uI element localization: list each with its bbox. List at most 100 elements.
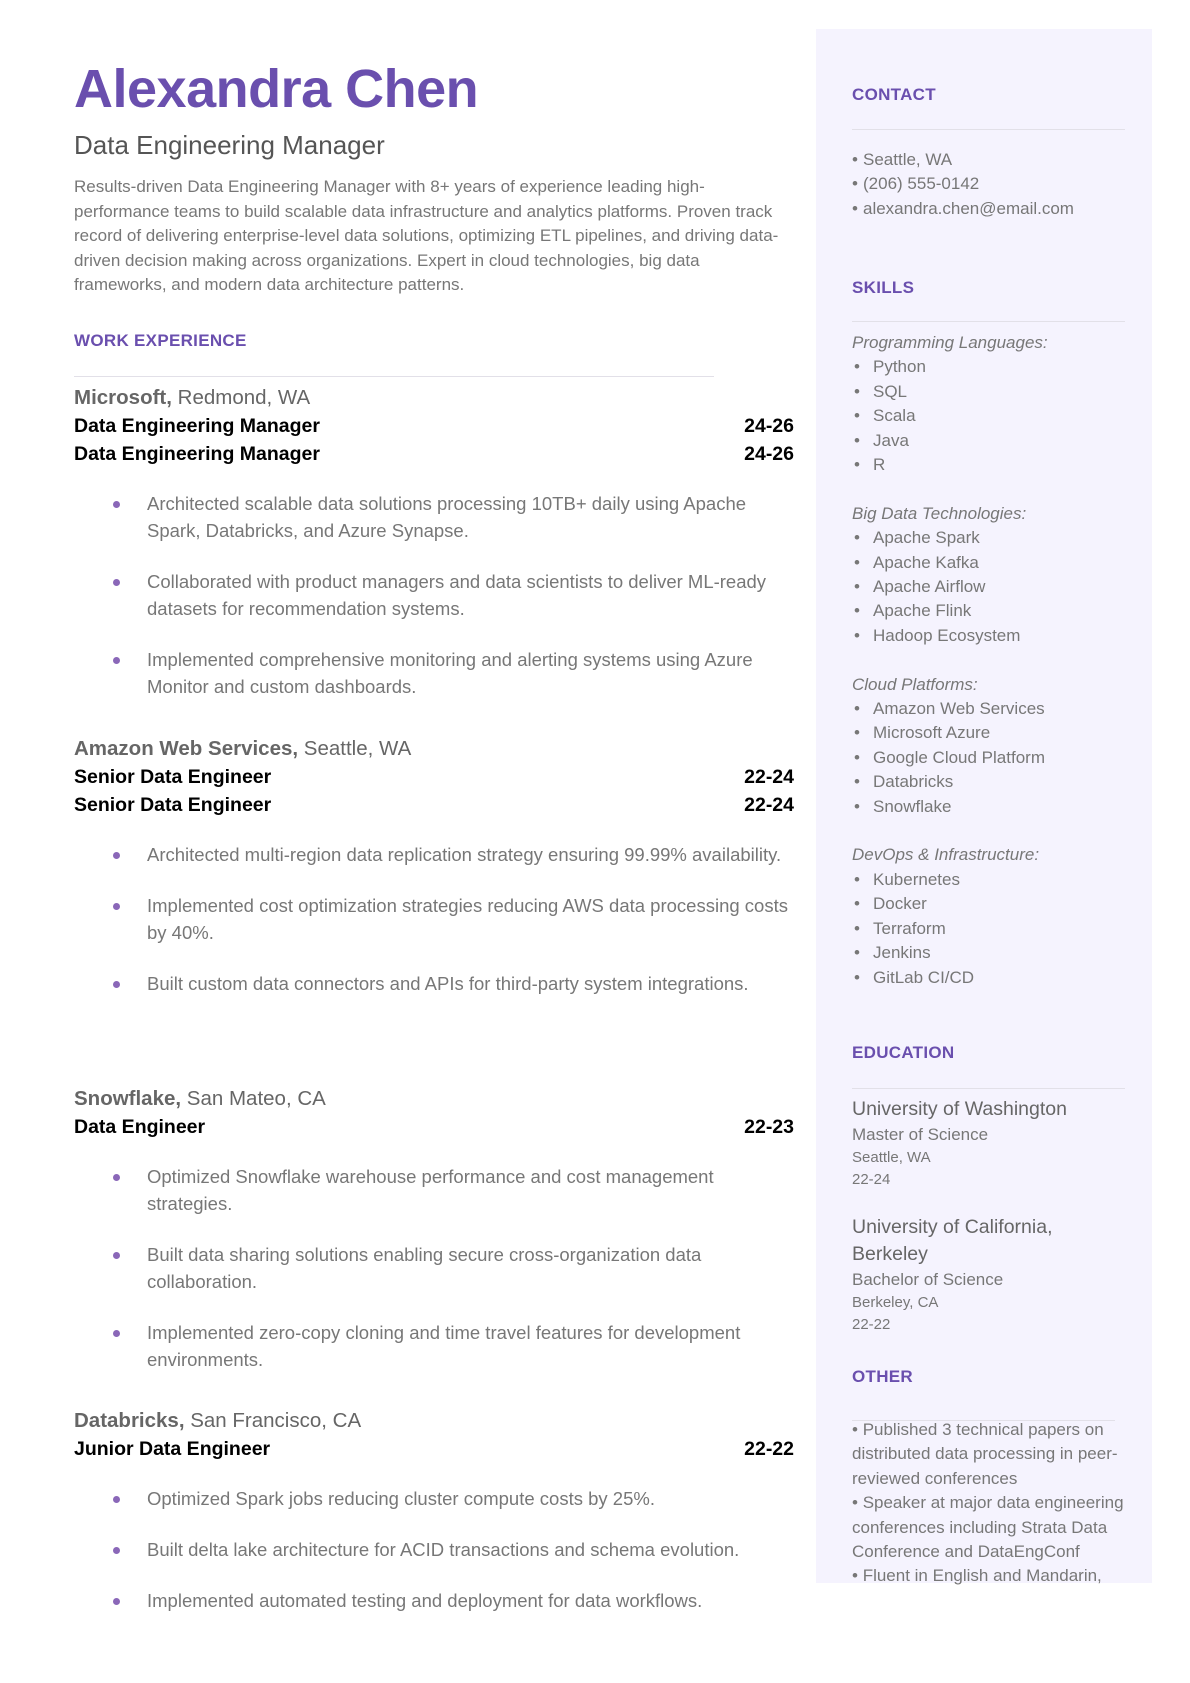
bullet-item: Optimized Snowflake warehouse performanc… — [74, 1163, 794, 1217]
bullet-icon: • — [854, 601, 860, 621]
bullet-item: Architected multi-region data replicatio… — [74, 841, 794, 868]
company-name: Databricks, — [74, 1409, 185, 1432]
education-location: Berkeley, CA — [852, 1294, 939, 1311]
skill-group: Cloud Platforms: • Amazon Web Services • Mic… — [852, 673, 1132, 819]
role-title: Data Engineer — [74, 1116, 206, 1138]
company-location: Seattle, WA — [303, 737, 412, 760]
role-title: Senior Data Engineer — [74, 766, 272, 788]
bullet-item: Architected scalable data solutions proc… — [74, 490, 794, 544]
role-row: Senior Data Engineer 22-24 — [74, 791, 794, 819]
bullet-icon: • — [854, 772, 860, 792]
bullet-icon: • — [854, 869, 860, 889]
skill-text: Python — [873, 357, 926, 377]
job-entry: Microsoft, Redmond, WA Data Engineering M… — [74, 384, 794, 724]
skill-category: Cloud Platforms: — [852, 674, 978, 694]
sidebar-background — [816, 29, 1152, 1583]
skill-item: • GitLab CI/CD — [852, 966, 1132, 990]
skill-item: • Apache Airflow — [852, 575, 1132, 599]
education-dates: 22-24 — [852, 1171, 891, 1188]
bullet-list: Architected scalable data solutions proc… — [74, 490, 794, 700]
bullet-icon: • — [852, 1420, 863, 1439]
contact-item: • Seattle, WA — [852, 148, 1132, 172]
bullet-text: Implemented cost optimization strategies… — [147, 895, 788, 943]
bullet-text: Built custom data connectors and APIs fo… — [147, 973, 749, 994]
other-list: • Published 3 technical papers on distri… — [852, 1418, 1132, 1589]
bullet-dot-icon — [113, 1174, 120, 1181]
role-row: Junior Data Engineer 22-22 — [74, 1435, 794, 1463]
job-entry: Snowflake, San Mateo, CA Data Engineer 22-… — [74, 1085, 794, 1397]
other-item: • Speaker at major data engineering conf… — [852, 1491, 1137, 1564]
education-heading: EDUCATION — [852, 1043, 955, 1062]
skill-text: Apache Spark — [873, 528, 980, 548]
bullet-item: Implemented zero-copy cloning and time t… — [74, 1319, 794, 1373]
skill-text: GitLab CI/CD — [873, 967, 975, 987]
contact-item: • alexandra.chen@email.com — [852, 197, 1132, 221]
bullet-dot-icon — [113, 579, 120, 586]
skill-text: Databricks — [873, 772, 954, 792]
skills-heading: SKILLS — [852, 278, 915, 297]
company-location: San Francisco, CA — [190, 1409, 362, 1432]
company-name: Microsoft, — [74, 386, 172, 409]
skill-item: • Apache Spark — [852, 526, 1132, 550]
degree: Bachelor of Science — [852, 1270, 1004, 1289]
candidate-title: Data Engineering Manager — [74, 130, 385, 160]
skill-text: Hadoop Ecosystem — [873, 625, 1021, 645]
skill-item: • Python — [852, 355, 1132, 379]
skill-text: Google Cloud Platform — [873, 747, 1045, 767]
divider — [852, 1420, 1115, 1421]
education-dates: 22-22 — [852, 1316, 891, 1333]
summary: Results-driven Data Engineering Manager … — [74, 177, 779, 294]
skill-text: Scala — [873, 406, 916, 426]
bullet-icon: • — [852, 1493, 863, 1513]
role-dates: 24-26 — [744, 415, 794, 437]
bullet-dot-icon — [113, 852, 120, 859]
role-title: Junior Data Engineer — [74, 1438, 271, 1460]
skill-group: Programming Languages: • Python • SQL • Scala •… — [852, 331, 1132, 477]
role-dates: 22-24 — [744, 766, 794, 788]
bullet-text: Implemented automated testing and deploy… — [147, 1590, 703, 1611]
bullet-icon: • — [854, 430, 860, 450]
bullet-dot-icon — [113, 1252, 120, 1259]
role-row: Data Engineer 22-23 — [74, 1113, 794, 1141]
role-title: Data Engineering Manager — [74, 443, 320, 465]
other-text: Published 3 technical papers on distribu… — [852, 1420, 1118, 1488]
skill-item: • SQL — [852, 380, 1132, 404]
role-row: Senior Data Engineer 22-24 — [74, 763, 794, 791]
bullet-icon: • — [852, 150, 858, 169]
bullet-text: Architected scalable data solutions proc… — [147, 493, 747, 541]
education-entry: University of Washington Master of Scienc… — [852, 1096, 1132, 1191]
skill-group: Big Data Technologies: • Apache Spark • Apac… — [852, 502, 1132, 648]
bullet-icon: • — [852, 174, 858, 194]
skill-item: • Microsoft Azure — [852, 721, 1132, 745]
skill-category: Programming Languages: — [852, 333, 1048, 352]
role-dates: 22-24 — [744, 794, 794, 816]
skill-item: • Docker — [852, 892, 1132, 916]
skill-item: • Amazon Web Services — [852, 697, 1132, 721]
skill-category: DevOps & Infrastructure: — [852, 845, 1040, 865]
skill-item: • Google Cloud Platform — [852, 746, 1132, 770]
education-entry: University of California, Berkeley Bachel… — [852, 1214, 1132, 1336]
skill-group: DevOps & Infrastructure: • Kubernetes • Dock… — [852, 843, 1132, 989]
divider — [852, 129, 1125, 130]
skill-item: • Hadoop Ecosystem — [852, 624, 1132, 648]
skill-text: Jenkins — [873, 943, 931, 963]
skill-item: • Databricks — [852, 770, 1132, 794]
bullet-icon: • — [854, 577, 860, 597]
work-experience-heading: WORK EXPERIENCE — [74, 331, 247, 350]
bullet-text: Collaborated with product managers and d… — [147, 571, 767, 619]
skill-text: Apache Airflow — [873, 577, 986, 597]
skills-list: Programming Languages: • Python • SQL • Scala •… — [852, 331, 1132, 1014]
bullet-icon: • — [852, 1566, 863, 1586]
bullet-item: Collaborated with product managers and d… — [74, 568, 794, 622]
contact-text: Seattle, WA — [863, 150, 953, 169]
role-dates: 22-23 — [744, 1116, 794, 1138]
company-location: Redmond, WA — [177, 386, 311, 409]
bullet-dot-icon — [113, 1547, 120, 1554]
skill-text: Docker — [873, 894, 927, 914]
other-text: Speaker at major data engineering confer… — [852, 1493, 1124, 1562]
skill-text: Kubernetes — [873, 869, 960, 889]
bullet-icon: • — [854, 406, 860, 426]
role-title: Data Engineering Manager — [74, 415, 320, 437]
bullet-item: Built data sharing solutions enabling se… — [74, 1241, 794, 1295]
bullet-text: Optimized Spark jobs reducing cluster co… — [147, 1488, 655, 1509]
